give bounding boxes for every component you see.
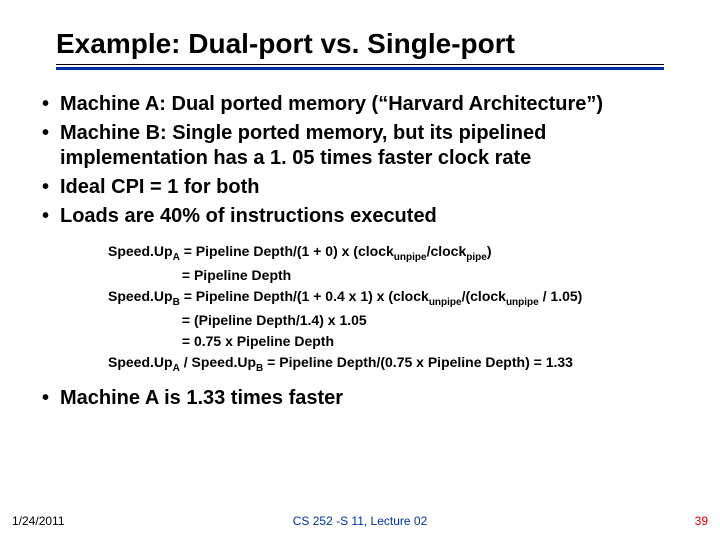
equation-row: = 0.75 x Pipeline Depth (108, 331, 690, 352)
underline-thin (56, 64, 664, 65)
equation-row: = Pipeline Depth (108, 265, 690, 286)
equation-row: = (Pipeline Depth/1.4) x 1.05 (108, 310, 690, 331)
equation-row: Speed.UpB = Pipeline Depth/(1 + 0.4 x 1)… (108, 286, 690, 310)
bullet-item: Ideal CPI = 1 for both (40, 175, 696, 200)
bullet-item: Machine B: Single ported memory, but its… (40, 121, 696, 171)
footer-center: CS 252 -S 11, Lecture 02 (0, 514, 720, 528)
bullets-top: Machine A: Dual ported memory (“Harvard … (40, 92, 696, 229)
eq-text: ) (487, 243, 492, 259)
eq-sub: A (173, 252, 180, 263)
eq-sub: B (173, 297, 180, 308)
equation-block: Speed.UpA = Pipeline Depth/(1 + 0) x (cl… (108, 241, 690, 375)
page-title: Example: Dual-port vs. Single-port (56, 28, 515, 60)
eq-sub: unpipe (394, 252, 427, 263)
eq-text: = Pipeline Depth/(1 + 0.4 x 1) x (clock (180, 288, 429, 304)
title-underline (56, 64, 664, 70)
equation-row: Speed.UpA / Speed.UpB = Pipeline Depth/(… (108, 352, 690, 376)
eq-text: /clock (427, 243, 467, 259)
eq-text: / Speed.Up (180, 354, 256, 370)
title-wrap: Example: Dual-port vs. Single-port (0, 0, 720, 60)
underline-thick (56, 67, 664, 70)
eq-sub: unpipe (506, 297, 539, 308)
eq-text: Speed.Up (108, 243, 173, 259)
bullets-bottom: Machine A is 1.33 times faster (40, 386, 696, 411)
bullet-item: Machine A: Dual ported memory (“Harvard … (40, 92, 696, 117)
footer: 1/24/2011 CS 252 -S 11, Lecture 02 39 (0, 510, 720, 528)
footer-page: 39 (695, 514, 708, 528)
eq-text: = Pipeline Depth/(0.75 x Pipeline Depth)… (263, 354, 573, 370)
eq-sub: pipe (466, 252, 487, 263)
bullet-item: Loads are 40% of instructions executed (40, 204, 696, 229)
eq-text: = Pipeline Depth/(1 + 0) x (clock (180, 243, 394, 259)
eq-sub: A (173, 363, 180, 374)
eq-text: /(clock (462, 288, 506, 304)
eq-text: Speed.Up (108, 288, 173, 304)
bullet-item: Machine A is 1.33 times faster (40, 386, 696, 411)
equation-row: Speed.UpA = Pipeline Depth/(1 + 0) x (cl… (108, 241, 690, 265)
eq-text: Speed.Up (108, 354, 173, 370)
eq-sub: unpipe (429, 297, 462, 308)
eq-text: / 1.05) (539, 288, 583, 304)
slide: Example: Dual-port vs. Single-port Machi… (0, 0, 720, 540)
